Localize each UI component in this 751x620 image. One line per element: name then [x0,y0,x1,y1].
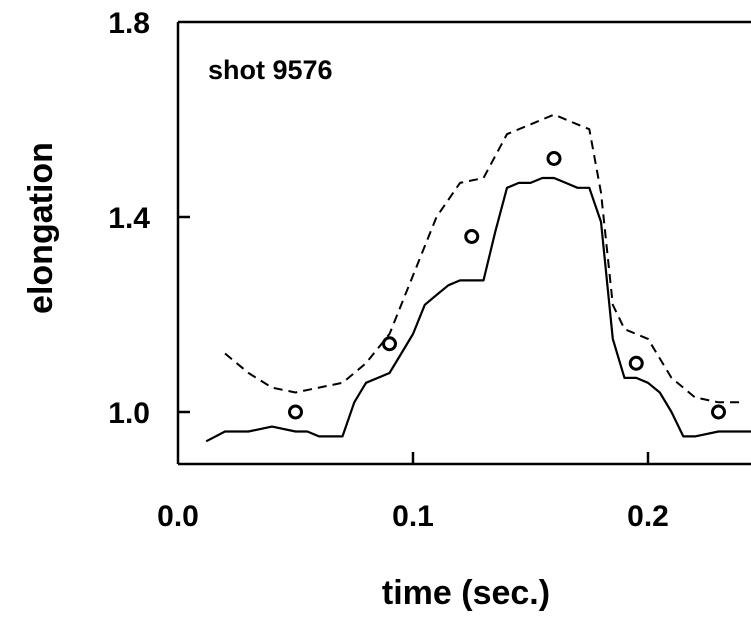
model-marker-point [288,404,303,420]
solid-series-line [205,176,751,443]
y-tick-label: 1.4 [108,202,150,235]
model-marker-point [628,355,644,371]
plot-frame [176,20,751,466]
model-marker-point [464,229,480,244]
series-group [205,113,751,443]
model-marker-point [711,404,726,420]
model-marker-point [546,151,562,166]
x-tick-label: 0.0 [157,500,199,533]
ticks-group: 0.0 0.1 0.2 1.0 1.4 1.8 [108,7,669,533]
x-tick-label: 0.1 [392,500,434,533]
dashed-series-line [224,113,742,404]
shot-annotation: shot 9576 [208,55,333,85]
y-tick-label: 1.0 [108,397,150,430]
x-axis-title: time (sec.) [382,574,550,612]
y-tick-label: 1.8 [108,7,150,40]
x-tick-label: 0.2 [627,500,669,533]
y-axis-title: elongation [22,142,60,314]
model-marker-point [382,336,397,352]
